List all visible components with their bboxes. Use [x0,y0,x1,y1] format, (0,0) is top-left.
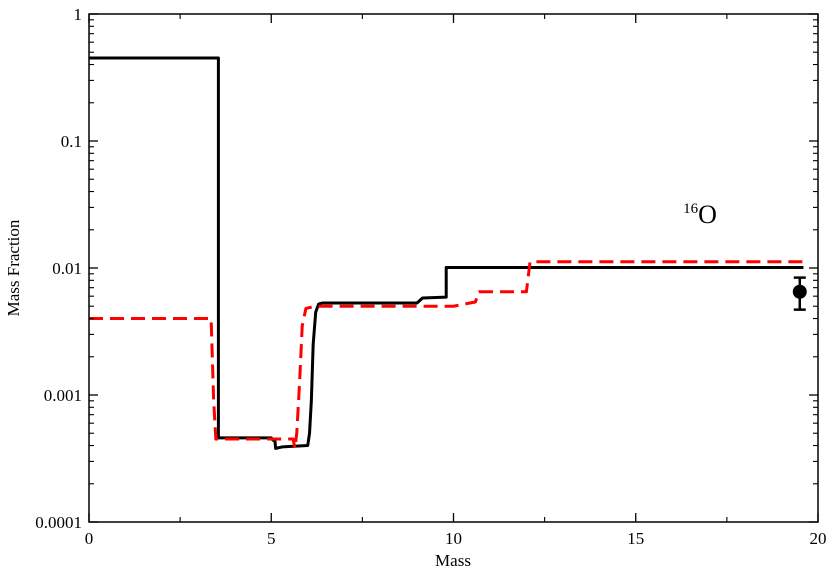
series-layer [89,56,804,450]
x-tick-label: 5 [267,529,276,548]
isotope-annotation: 16O [683,200,717,229]
tick-label-layer: 0 5 10 15 20 0.0001 0.001 0.01 0.1 1 [35,5,826,548]
y-tick-label: 0.001 [44,386,82,405]
tick-layer [88,13,819,523]
series-line-1 [89,56,804,450]
x-tick-label: 20 [810,529,827,548]
y-tick-label: 0.01 [52,259,82,278]
y-tick-label: 0.0001 [35,513,82,532]
x-tick-label: 0 [85,529,94,548]
x-tick-label: 15 [627,529,644,548]
observed-data-point [792,284,807,299]
y-tick-label: 1 [74,5,83,24]
y-tick-label: 0.1 [61,132,82,151]
series-line-2 [89,260,804,450]
isotope-element-symbol: O [698,200,717,229]
x-tick-label: 10 [445,529,462,548]
x-axis-label: Mass [435,551,471,570]
y-axis-label: Mass Fraction [4,219,23,316]
isotope-mass-number: 16 [683,201,699,217]
marker-layer [792,276,807,311]
